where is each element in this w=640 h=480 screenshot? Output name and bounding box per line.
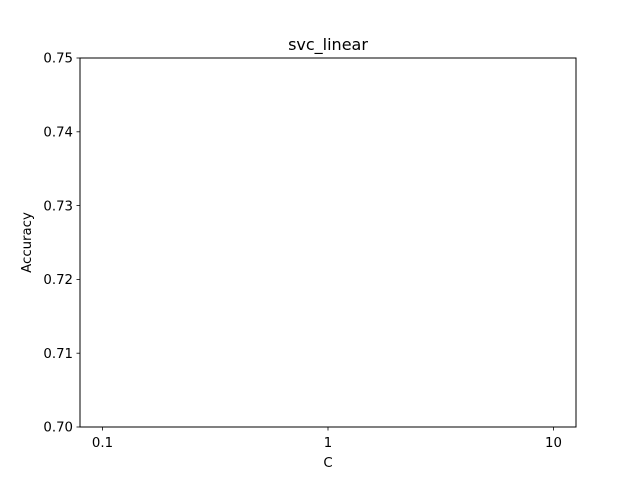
y-axis-ticks: 0.70 0.71 0.72 0.73 0.74 0.75 (43, 52, 80, 436)
y-tick-label: 0.72 (43, 273, 73, 288)
chart-title: svc_linear (288, 35, 368, 55)
x-tick-label: 0.1 (92, 436, 113, 451)
x-axis-ticks: 0.1 1 10 (92, 427, 562, 451)
y-tick-label: 0.74 (43, 126, 73, 141)
axes-background (80, 58, 576, 427)
y-axis-label: Accuracy (20, 212, 35, 273)
x-tick-label: 10 (545, 436, 562, 451)
y-tick-label: 0.71 (43, 347, 73, 362)
y-tick-label: 0.73 (43, 199, 73, 214)
y-tick-label: 0.75 (43, 52, 73, 67)
x-tick-label: 1 (324, 436, 332, 451)
y-tick-label: 0.70 (43, 421, 73, 436)
x-axis-label: C (323, 456, 332, 471)
axes-frame (79, 57, 577, 428)
plot-area (80, 58, 576, 427)
